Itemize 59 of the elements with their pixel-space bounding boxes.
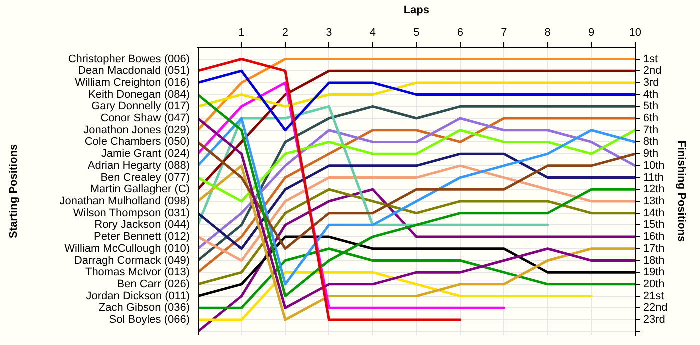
text: Dean Macdonald (051)	[78, 65, 190, 78]
text: Darragh Cormack (049)	[74, 254, 190, 267]
y-tick-label: 19th	[643, 266, 665, 279]
text: Ben Carr (026)	[117, 278, 190, 290]
y-axis-title: Finishing Positions	[675, 140, 688, 242]
text: Keith Donegan (084)	[88, 88, 190, 101]
y-tick-label: 15th	[643, 219, 665, 232]
text: Jamie Grant (024)	[101, 148, 190, 160]
y-tick-label: 21st	[643, 290, 664, 302]
x-tick-label: 10	[629, 26, 642, 39]
text: Wilson Thompson (031)	[73, 207, 190, 220]
text: Conor Shaw (047)	[100, 112, 190, 125]
y-tick-label: 18th	[643, 254, 665, 267]
text: Rory Jackson (044)	[94, 219, 190, 232]
y-tick-label: 10th	[643, 160, 665, 172]
y-tick-label: 12th	[643, 184, 665, 196]
x-tick-label: 2	[282, 26, 289, 39]
y-tick-label: 16th	[643, 231, 665, 244]
text: Martin Gallagher (C)	[90, 184, 190, 196]
text: William McCullough (010)	[64, 242, 190, 255]
y-tick-label: 22nd	[643, 302, 668, 314]
text: Zach Gibson (036)	[98, 302, 190, 314]
text: William Creighton (016)	[75, 76, 190, 89]
text: Sol Boyles (066)	[109, 314, 190, 326]
x-axis-title: Laps	[404, 4, 430, 17]
y-tick-label: 2nd	[643, 65, 662, 78]
x-tick-label: 5	[414, 26, 420, 39]
y-tick-label: 5th	[643, 100, 659, 113]
text: Jordan Dickson (011)	[86, 290, 190, 302]
x-tick-label: 3	[326, 26, 332, 39]
text: Gary Donnelly (017)	[92, 100, 190, 113]
text: Jonathon Jones (029)	[84, 124, 190, 136]
x-tick-label: 4	[370, 26, 376, 39]
y-tick-label: 9th	[643, 148, 659, 160]
x-tick-label: 8	[544, 26, 551, 39]
x-tick-label: 9	[588, 26, 595, 39]
text: Peter Bennett (012)	[94, 231, 190, 244]
text: Thomas McIvor (013)	[85, 266, 190, 279]
text: Christopher Bowes (006)	[68, 53, 190, 66]
x-tick-label: 1	[238, 26, 245, 39]
y-tick-label: 13th	[643, 196, 665, 208]
y-tick-label: 7th	[643, 124, 659, 136]
y-tick-label: 17th	[643, 242, 665, 255]
y-tick-label: 6th	[643, 112, 659, 125]
y-tick-label: 3rd	[643, 76, 660, 89]
y-tick-label: 1st	[643, 53, 658, 66]
y-tick-label: 20th	[643, 278, 665, 290]
x-tick-label: 7	[501, 26, 508, 39]
y-tick-label: 14th	[643, 207, 665, 220]
text: Adrian Hegarty (088)	[88, 160, 190, 172]
y-tick-label: 11th	[643, 172, 664, 184]
text: Starting Positions	[8, 144, 20, 238]
y-tick-label: 8th	[643, 136, 659, 148]
text: Cole Chambers (050)	[84, 136, 190, 148]
y-tick-label: 4th	[643, 88, 659, 101]
x-tick-label: 6	[457, 26, 464, 39]
text: Jonathan Mulholland (098)	[60, 196, 190, 208]
y-tick-label: 23rd	[643, 314, 666, 326]
text: Ben Crealey (077)	[100, 172, 190, 184]
